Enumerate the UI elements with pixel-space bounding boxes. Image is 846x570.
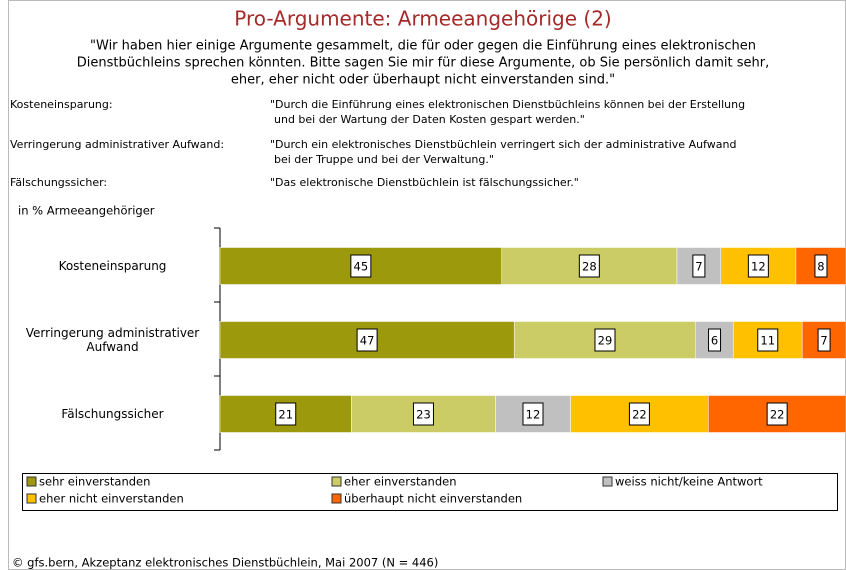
legend-swatch <box>26 476 37 487</box>
value-label-box <box>814 254 828 278</box>
value-label-box <box>692 254 706 278</box>
subtitle-line: eher, eher nicht oder überhaupt nicht ei… <box>231 73 615 88</box>
definition-text: "Durch ein elektronisches Dienstbüchlein… <box>270 138 736 151</box>
value-label: 22 <box>632 408 647 422</box>
value-label: 29 <box>598 334 613 348</box>
legend-label: eher nicht einverstanden <box>39 492 184 506</box>
category-label: Verringerung administrativer Aufwand <box>25 326 200 354</box>
legend-label: sehr einverstanden <box>39 475 150 489</box>
value-label-box <box>766 402 788 426</box>
value-label: 6 <box>711 334 718 348</box>
definition-text: "Das elektronische Dienstbüchlein ist fä… <box>270 176 579 189</box>
value-label: 7 <box>820 334 827 348</box>
legend-swatch <box>602 476 613 487</box>
value-label: 11 <box>760 334 775 348</box>
value-label: 22 <box>770 408 785 422</box>
value-label-box <box>817 328 831 352</box>
legend-label: überhaupt nicht einverstanden <box>344 492 522 506</box>
definition-term: Verringerung administrativer Aufwand: <box>10 138 224 151</box>
value-label-box <box>757 328 779 352</box>
definition-text: bei der Truppe und bei der Verwaltung." <box>274 153 494 166</box>
definition-text: und bei der Wartung der Daten Kosten ges… <box>274 113 585 126</box>
category-label: Kosteneinsparung <box>58 259 167 273</box>
value-label: 12 <box>526 408 541 422</box>
source: © gfs.bern, Akzeptanz elektronisches Die… <box>12 556 438 570</box>
value-label-box <box>578 254 600 278</box>
value-label-box <box>275 402 297 426</box>
value-label: 21 <box>278 408 293 422</box>
legend-swatch <box>26 493 37 504</box>
value-label: 23 <box>416 408 431 422</box>
value-label: 7 <box>695 260 702 274</box>
legend-label: weiss nicht/keine Antwort <box>615 475 763 489</box>
definition-term: Fälschungssicher: <box>10 176 107 189</box>
chart-title: Pro-Argumente: Armeeangehörige (2) <box>234 7 611 31</box>
axis-label: in % Armeeangehöriger <box>18 204 155 218</box>
legend-box <box>22 473 838 511</box>
value-label-box <box>522 402 544 426</box>
value-label-box <box>594 328 616 352</box>
value-label: 47 <box>360 334 375 348</box>
value-label: 28 <box>582 260 597 274</box>
definition-term: Kosteneinsparung: <box>10 98 113 111</box>
value-label-box <box>356 328 378 352</box>
category-label: Fälschungssicher <box>61 407 164 421</box>
value-label-box <box>747 254 769 278</box>
legend-swatch <box>331 493 342 504</box>
value-label-box <box>412 402 434 426</box>
value-label-box <box>350 254 372 278</box>
value-label-box <box>708 328 722 352</box>
definition-text: "Durch die Einführung eines elektronisch… <box>270 98 745 111</box>
value-label: 45 <box>354 260 369 274</box>
legend-swatch <box>331 476 342 487</box>
value-label: 12 <box>751 260 766 274</box>
legend-label: eher einverstanden <box>344 475 457 489</box>
value-label: 8 <box>817 260 824 274</box>
subtitle-line: "Wir haben hier einige Argumente gesamme… <box>90 39 756 54</box>
subtitle-line: Dienstbüchleins sprechen könnten. Bitte … <box>77 56 770 71</box>
value-label-box <box>628 402 650 426</box>
